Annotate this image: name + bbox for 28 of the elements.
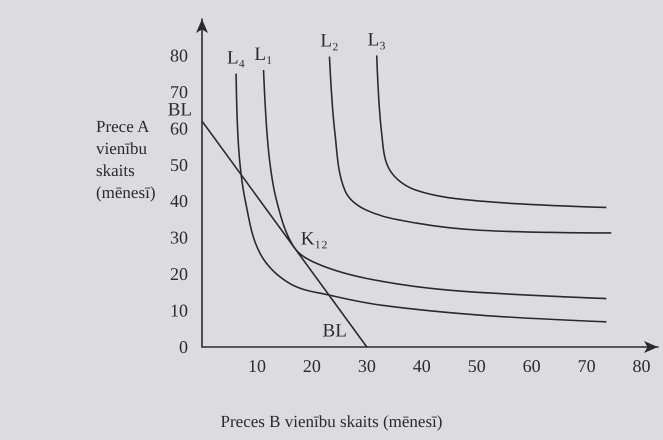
x-tick-label: 30 [358,356,376,376]
y-tick-label: 30 [170,228,188,248]
x-tick-label: 20 [302,356,321,376]
series-label: L₄ [226,48,246,69]
line-series [328,56,612,234]
x-tick-label: 80 [632,356,651,376]
text: BL [168,100,192,121]
y-tick-label: 60 [170,118,188,138]
x-tick-label: 50 [468,356,486,376]
y-tick-label: 70 [170,82,188,102]
y-tick-label: 0 [179,337,188,357]
line-series [376,54,608,208]
series-label: L₂ [320,30,339,52]
y-tick-label: 20 [170,264,188,284]
y-tick-label: 10 [170,300,188,321]
series-label: L₃ [368,29,386,50]
y-tick-label: 40 [170,191,188,212]
y-tick-label: 80 [170,45,188,66]
annotation: K₁₂ [300,228,328,250]
y-tick-label: 50 [170,154,188,175]
x-tick-label: 10 [248,356,266,376]
y-axis-title: Prece A vienību skaits (mēnesī) [96,117,156,202]
series-label: L₁ [254,44,273,66]
series-label: BL [322,320,347,342]
x-axis-title: Preces B vienību skaits (mēnesī) [220,412,444,432]
x-tick-label: 60 [522,356,541,376]
x-tick-label: 70 [578,356,596,376]
x-tick-label: 40 [412,356,431,376]
